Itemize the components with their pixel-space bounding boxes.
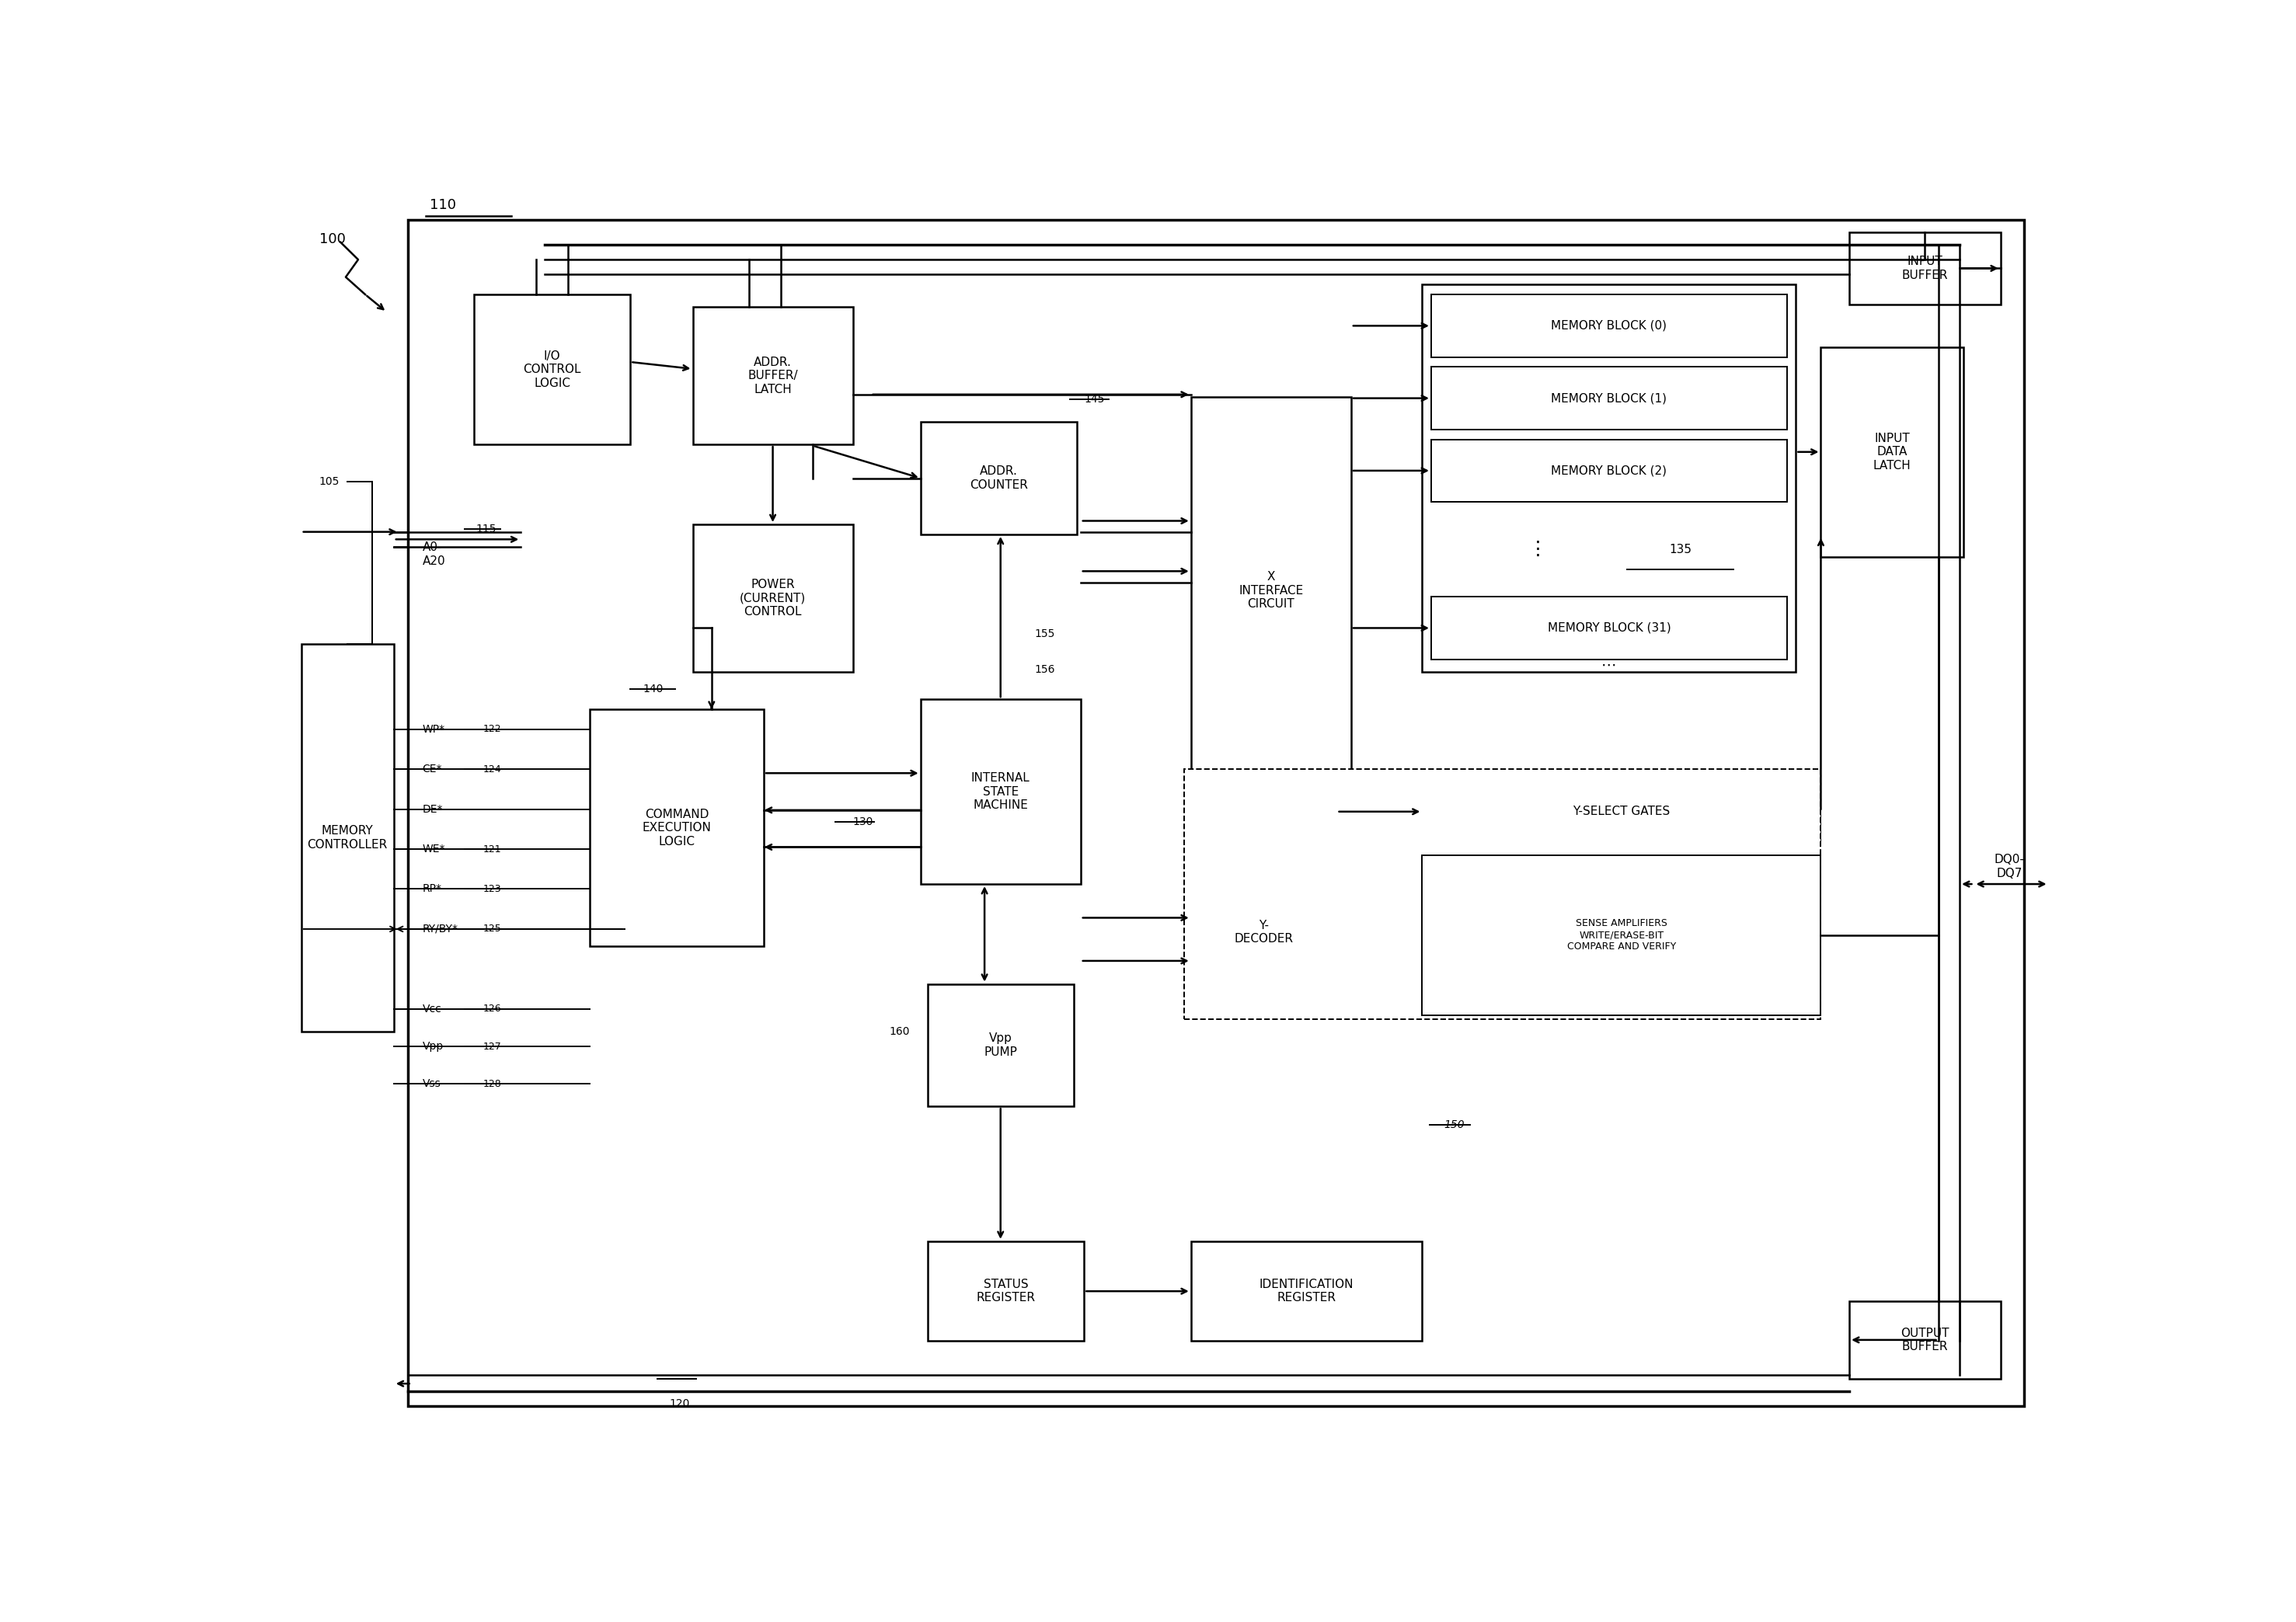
FancyBboxPatch shape xyxy=(1421,779,1821,843)
Text: 145: 145 xyxy=(1084,394,1104,406)
Text: Y-
DECODER: Y- DECODER xyxy=(1235,920,1293,944)
Text: X
INTERFACE
CIRCUIT: X INTERFACE CIRCUIT xyxy=(1238,571,1304,610)
Text: DQ0-
DQ7: DQ0- DQ7 xyxy=(1995,855,2025,879)
Text: 122: 122 xyxy=(482,723,501,735)
Text: ADDR.
COUNTER: ADDR. COUNTER xyxy=(969,466,1029,491)
Text: 120: 120 xyxy=(670,1398,691,1410)
Text: RY/BY*: RY/BY* xyxy=(422,923,457,934)
FancyBboxPatch shape xyxy=(1430,367,1786,430)
Text: A0-
A20: A0- A20 xyxy=(422,542,445,568)
FancyBboxPatch shape xyxy=(1185,769,1821,1019)
Text: 150: 150 xyxy=(1444,1119,1465,1131)
FancyBboxPatch shape xyxy=(301,644,395,1032)
Text: 115: 115 xyxy=(475,524,496,535)
FancyBboxPatch shape xyxy=(693,524,852,672)
Text: Vcc: Vcc xyxy=(422,1004,441,1014)
FancyBboxPatch shape xyxy=(409,219,2023,1406)
Text: CE*: CE* xyxy=(422,764,443,775)
Text: STATUS
REGISTER: STATUS REGISTER xyxy=(976,1278,1035,1304)
Text: Vss: Vss xyxy=(422,1079,441,1090)
FancyBboxPatch shape xyxy=(1848,1301,2000,1379)
FancyBboxPatch shape xyxy=(1192,397,1350,783)
Text: 121: 121 xyxy=(482,843,501,855)
Text: MEMORY BLOCK (1): MEMORY BLOCK (1) xyxy=(1552,393,1667,404)
Text: ADDR.
BUFFER/
LATCH: ADDR. BUFFER/ LATCH xyxy=(748,357,799,396)
FancyBboxPatch shape xyxy=(1821,347,1963,556)
Text: 124: 124 xyxy=(482,764,501,774)
Text: Vpp
PUMP: Vpp PUMP xyxy=(985,1033,1017,1058)
FancyBboxPatch shape xyxy=(1421,855,1821,1015)
Text: ⋮: ⋮ xyxy=(1529,540,1548,558)
FancyBboxPatch shape xyxy=(921,699,1081,884)
Text: Y-SELECT GATES: Y-SELECT GATES xyxy=(1573,806,1669,817)
Text: MEMORY BLOCK (0): MEMORY BLOCK (0) xyxy=(1552,320,1667,331)
Text: 160: 160 xyxy=(889,1027,909,1036)
FancyBboxPatch shape xyxy=(1421,284,1795,672)
Text: INPUT
DATA
LATCH: INPUT DATA LATCH xyxy=(1874,433,1910,472)
Text: RP*: RP* xyxy=(422,884,441,894)
Text: 123: 123 xyxy=(482,884,501,894)
Text: INPUT
BUFFER: INPUT BUFFER xyxy=(1901,256,1947,281)
Text: 126: 126 xyxy=(482,1004,501,1014)
Text: 125: 125 xyxy=(482,925,501,934)
Text: MEMORY
CONTROLLER: MEMORY CONTROLLER xyxy=(308,826,388,850)
Text: OUTPUT
BUFFER: OUTPUT BUFFER xyxy=(1901,1327,1949,1353)
Text: INTERNAL
STATE
MACHINE: INTERNAL STATE MACHINE xyxy=(971,772,1031,811)
FancyBboxPatch shape xyxy=(1430,440,1786,501)
FancyBboxPatch shape xyxy=(590,709,765,947)
Text: WE*: WE* xyxy=(422,843,445,855)
FancyBboxPatch shape xyxy=(1430,597,1786,659)
Text: 156: 156 xyxy=(1033,663,1054,675)
Text: 135: 135 xyxy=(1669,543,1692,555)
FancyBboxPatch shape xyxy=(921,422,1077,534)
Text: 100: 100 xyxy=(319,232,344,247)
FancyBboxPatch shape xyxy=(1192,860,1336,1004)
FancyBboxPatch shape xyxy=(928,985,1075,1106)
Text: 105: 105 xyxy=(319,477,340,487)
Text: SENSE AMPLIFIERS
WRITE/ERASE-BIT
COMPARE AND VERIFY: SENSE AMPLIFIERS WRITE/ERASE-BIT COMPARE… xyxy=(1568,918,1676,952)
Text: POWER
(CURRENT)
CONTROL: POWER (CURRENT) CONTROL xyxy=(739,579,806,618)
FancyBboxPatch shape xyxy=(473,295,631,444)
Text: Vpp: Vpp xyxy=(422,1041,443,1051)
Text: IDENTIFICATION
REGISTER: IDENTIFICATION REGISTER xyxy=(1261,1278,1355,1304)
Text: MEMORY BLOCK (31): MEMORY BLOCK (31) xyxy=(1548,623,1671,634)
Text: 155: 155 xyxy=(1033,629,1054,639)
Text: 127: 127 xyxy=(482,1041,501,1051)
FancyBboxPatch shape xyxy=(1848,232,2000,305)
Text: COMMAND
EXECUTION
LOGIC: COMMAND EXECUTION LOGIC xyxy=(643,808,712,847)
FancyBboxPatch shape xyxy=(693,307,852,444)
Text: 110: 110 xyxy=(429,198,457,212)
Text: WP*: WP* xyxy=(422,723,445,735)
FancyBboxPatch shape xyxy=(928,1241,1084,1341)
Text: 140: 140 xyxy=(643,684,664,694)
Text: ⋯: ⋯ xyxy=(1603,659,1616,673)
FancyBboxPatch shape xyxy=(1430,295,1786,357)
FancyBboxPatch shape xyxy=(1192,1241,1421,1341)
Text: 128: 128 xyxy=(482,1079,501,1088)
Text: 130: 130 xyxy=(852,816,872,827)
Text: MEMORY BLOCK (2): MEMORY BLOCK (2) xyxy=(1552,466,1667,477)
Text: I/O
CONTROL
LOGIC: I/O CONTROL LOGIC xyxy=(523,350,581,389)
Text: DE*: DE* xyxy=(422,803,443,814)
